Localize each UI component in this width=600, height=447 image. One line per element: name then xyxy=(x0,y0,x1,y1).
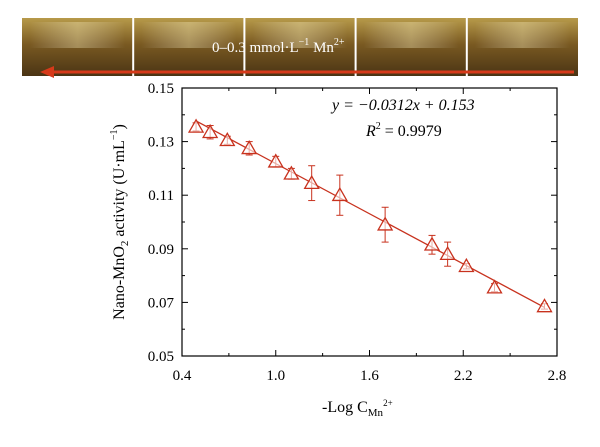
data-point-triangle xyxy=(187,118,205,133)
photo-panel-highlight xyxy=(30,22,126,48)
data-point-triangle xyxy=(458,257,475,273)
photo-panel-highlight xyxy=(363,22,459,48)
photo-strip-label: 0–0.3 mmol·L−1 Mn2+ xyxy=(212,37,345,56)
data-point-triangle xyxy=(536,298,553,313)
photo-strip: 0–0.3 mmol·L−1 Mn2+ xyxy=(22,18,578,78)
x-tick-label: 1.6 xyxy=(360,368,379,384)
data-point-triangle xyxy=(423,236,441,251)
data-point-triangle xyxy=(283,165,300,180)
y-tick-label: 0.15 xyxy=(148,81,174,97)
data-point-triangle xyxy=(303,174,320,190)
photo-panel-highlight xyxy=(474,22,570,48)
y-axis-title: Nano-MnO2 activity (U·mL−1) xyxy=(109,124,131,320)
photo-panel-highlight xyxy=(252,22,348,48)
gradient-arrow-head xyxy=(40,66,54,78)
photo-panel-highlight xyxy=(141,22,237,48)
data-point-triangle xyxy=(202,123,219,139)
y-tick-label: 0.09 xyxy=(148,242,174,258)
data-point-triangle xyxy=(439,245,456,261)
y-tick-label: 0.07 xyxy=(148,295,175,311)
data-point-triangle xyxy=(377,216,394,231)
r-squared-annotation: R2 = 0.9979 xyxy=(365,121,442,140)
data-point-triangle xyxy=(331,186,348,202)
y-tick-label: 0.11 xyxy=(148,188,174,204)
data-points xyxy=(187,118,553,313)
x-tick-label: 2.8 xyxy=(548,368,567,384)
y-tick-label: 0.13 xyxy=(148,135,174,151)
data-point-triangle xyxy=(486,279,503,294)
axis-ticks xyxy=(181,87,558,357)
regression-equation: y = −0.0312x + 0.153 xyxy=(330,97,475,114)
y-tick-label: 0.05 xyxy=(148,349,174,365)
x-tick-label: 0.4 xyxy=(173,368,192,384)
axis-tick-labels: 0.4 1.0 1.6 2.2 2.8 0.05 0.07 0.09 0.11 0.13 0.15 xyxy=(148,81,567,384)
data-point-triangle xyxy=(267,153,284,168)
x-tick-label: 1.0 xyxy=(266,368,285,384)
data-point-triangle xyxy=(219,131,236,147)
x-axis-title: -Log CMn2+ xyxy=(322,398,393,419)
data-point-triangle xyxy=(241,139,258,155)
x-tick-label: 2.2 xyxy=(454,368,473,384)
